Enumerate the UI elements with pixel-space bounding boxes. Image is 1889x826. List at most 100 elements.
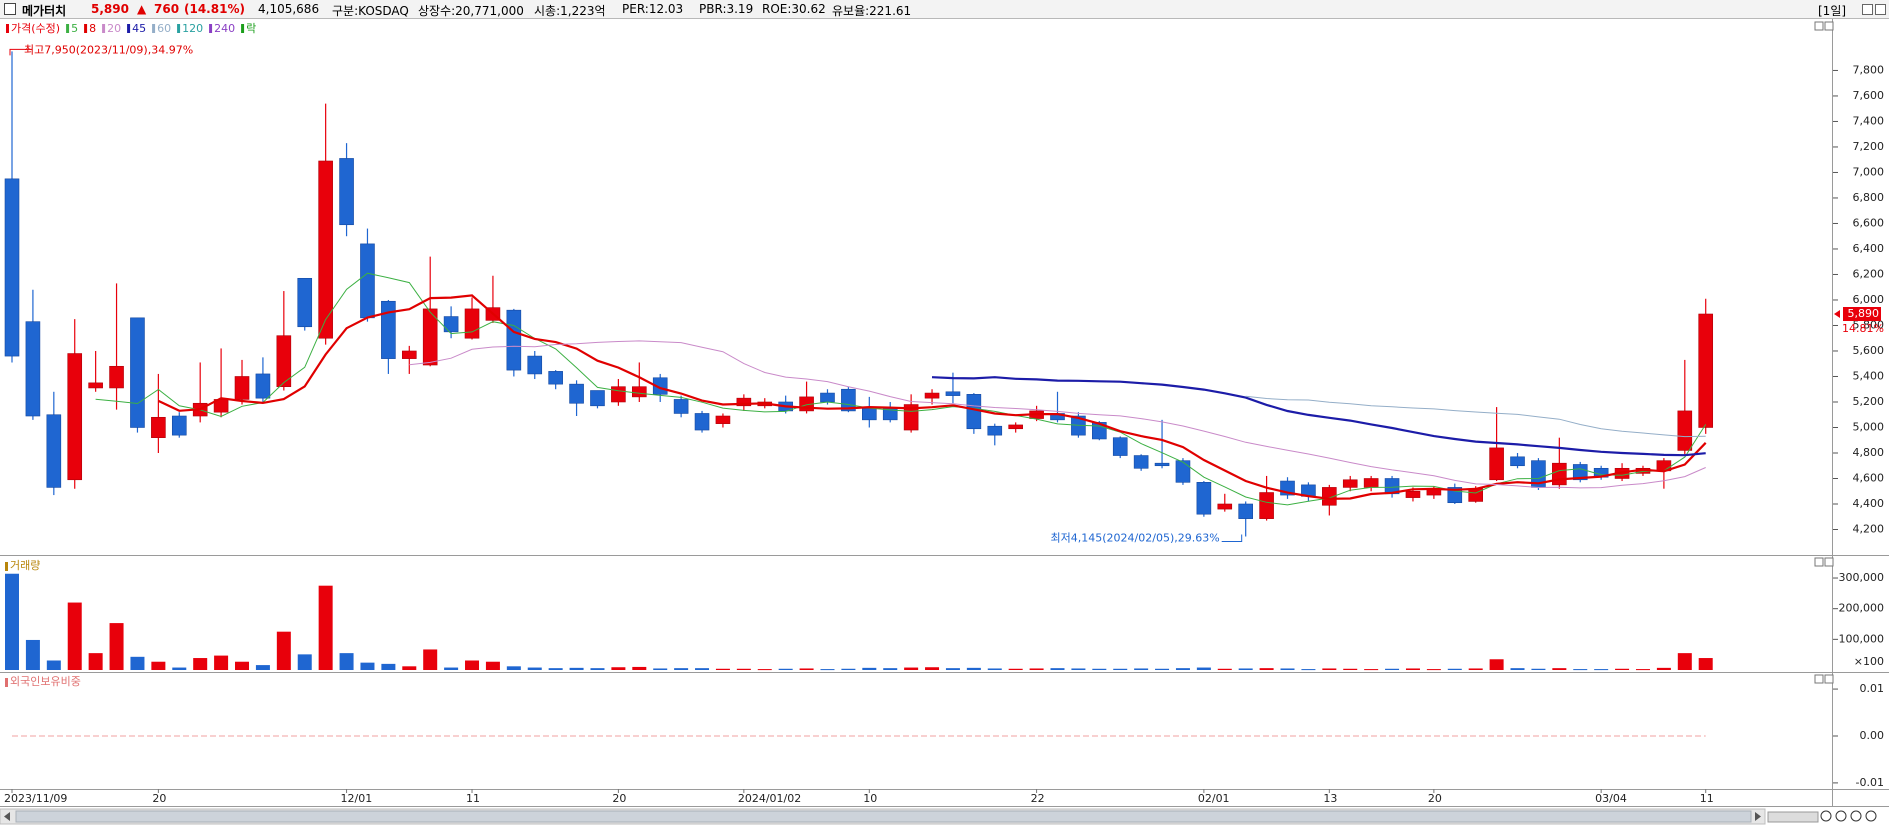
candle-body [590,390,605,407]
candle-body [46,414,62,488]
volume-bar [611,667,626,670]
annotation-arrow [1221,534,1243,543]
candle-body [4,178,20,357]
candle-body [1489,447,1504,481]
market: 구분:KOSDAQ [332,4,409,18]
x-tick-label: 12/01 [341,792,373,805]
candle-body [631,386,647,398]
moving-average-line [409,340,1706,489]
candle-body [130,317,145,428]
legend-label: 240 [214,22,235,35]
candle-body [1363,478,1379,488]
window-button[interactable] [1875,4,1886,15]
moving-average-line [95,272,1707,506]
panel-button[interactable] [1814,557,1824,567]
candle-body [443,316,459,333]
y-tick-label: 5,200 [1853,395,1885,408]
volume-bar [632,666,647,670]
panel-button[interactable] [1824,557,1834,567]
y-tick-label: 300,000 [1839,571,1885,584]
y-tick-label: 4,400 [1853,497,1885,510]
x-tick-label: 03/04 [1595,792,1627,805]
annotation-high: 최고7,950(2023/11/09),34.97% [24,43,193,56]
candle-body [401,350,417,359]
panel-button[interactable] [1814,21,1824,31]
candle-body [1259,492,1274,519]
volume-bar [1050,668,1065,670]
candle-body [1572,464,1588,481]
candle-body [464,308,480,339]
volume-bar [1322,668,1337,670]
candle-body [255,373,271,399]
y-tick-label: 6,800 [1853,191,1885,204]
volume-bar [465,660,480,670]
volume-bar [423,649,438,670]
window-button[interactable] [1862,4,1873,15]
volume-bar [674,668,689,670]
volume-bar [360,662,375,670]
volume-bar [1301,669,1316,671]
volume-bar [1280,668,1295,670]
x-tick-label: 02/01 [1198,792,1230,805]
candle-body [339,158,354,226]
volume-bar [1238,668,1253,670]
candle-body [715,415,731,424]
volume-bar [1008,668,1023,670]
scroll-right[interactable] [1755,812,1761,821]
volume-bar [109,623,124,670]
volume-bar [339,653,354,670]
volume-bar [318,585,333,670]
legend-label: 8 [89,22,96,35]
volume-bar [757,669,772,671]
legend-marker [209,24,213,33]
checkbox[interactable] [4,3,16,15]
legend-marker [152,24,156,33]
volume-bar [904,667,919,670]
volume-bar [67,602,82,670]
legend-label: 60 [157,22,171,35]
legend-marker [5,678,8,687]
scroll-left[interactable] [4,812,10,821]
y-tick-label: 0.00 [1860,729,1885,742]
scroll-thumb[interactable] [15,810,1752,823]
panel-button[interactable] [1824,21,1834,31]
period[interactable]: [1일] [1818,4,1847,18]
volume-bar [1385,668,1400,670]
annotation-low: 최저4,145(2024/02/05),29.63% [1051,532,1220,545]
candle-body [1698,313,1714,428]
volume-bar [945,668,960,670]
zoom-reset[interactable] [1850,810,1862,822]
volume-bar [966,667,981,670]
change-label: 14.81% [1842,322,1884,335]
volume-bar [1426,669,1441,671]
candle-body [318,160,333,339]
candle-body [1322,487,1337,506]
x-tick-label: 20 [612,792,626,805]
panel-button[interactable] [1814,674,1824,684]
candle-body [862,408,877,421]
y-tick-label: 7,000 [1853,165,1885,178]
panel-button[interactable] [1824,674,1834,684]
volume-bar [778,668,793,670]
zoom-slider[interactable] [1767,811,1819,823]
y-tick-label: 5,600 [1853,344,1885,357]
legend-marker [84,24,88,33]
candle-body [422,308,438,366]
candle-body [527,355,543,375]
y-tick-label: 100,000 [1839,632,1885,645]
legend-marker [6,24,9,33]
scrollbar[interactable] [0,808,1877,825]
zoom-in[interactable] [1820,810,1832,822]
candle-body [1175,460,1191,483]
x-tick-label: 20 [152,792,166,805]
zoom-fit[interactable] [1865,810,1877,822]
volume-bar [25,639,40,670]
volume-bar [1134,668,1149,670]
y-tick-label: 5,000 [1853,420,1885,433]
candle-body [966,394,982,430]
volume-bar [1113,668,1128,670]
volume-bar [569,667,584,670]
volume-bar [214,655,229,670]
zoom-out[interactable] [1835,810,1847,822]
candle-body [1238,503,1253,519]
